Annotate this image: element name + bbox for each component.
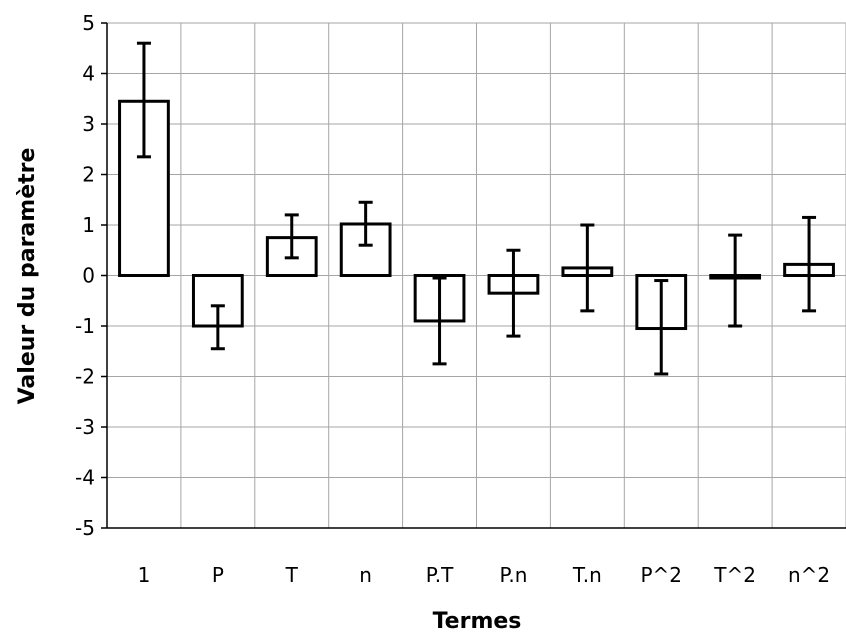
y-tick-label: 4 xyxy=(82,62,95,86)
y-tick-label: 1 xyxy=(82,213,95,237)
x-tick-label: 1 xyxy=(138,563,151,587)
y-tick-label: -2 xyxy=(75,365,95,389)
x-tick-label: n xyxy=(359,563,372,587)
error-bars xyxy=(136,41,817,376)
y-tick-label: -5 xyxy=(75,516,95,540)
x-tick-label: T xyxy=(285,563,299,587)
y-tick-label: -4 xyxy=(75,466,95,490)
bar xyxy=(339,222,392,278)
y-axis-title: Valeur du paramètre xyxy=(15,148,40,405)
y-tick-label: 2 xyxy=(82,163,95,187)
y-tick-label: 3 xyxy=(82,112,95,136)
x-axis-title: Termes xyxy=(433,609,522,634)
x-tick-label: P xyxy=(212,563,224,587)
y-tick-label: -1 xyxy=(75,314,95,338)
x-tick-label: n^2 xyxy=(788,563,830,587)
x-tick-label: T.n xyxy=(572,563,602,587)
x-tick-label: T^2 xyxy=(713,563,756,587)
axes xyxy=(101,22,846,529)
x-tick-label: P.n xyxy=(499,563,527,587)
y-tick-label: 5 xyxy=(82,11,95,35)
y-tick-labels: -5 -4 -3 -2 -1 0 1 2 3 4 5 xyxy=(75,11,95,540)
y-tick-label: 0 xyxy=(82,264,95,288)
y-tick-label: -3 xyxy=(75,415,95,439)
x-tick-label: P.T xyxy=(426,563,454,587)
x-tick-label: P^2 xyxy=(640,563,682,587)
